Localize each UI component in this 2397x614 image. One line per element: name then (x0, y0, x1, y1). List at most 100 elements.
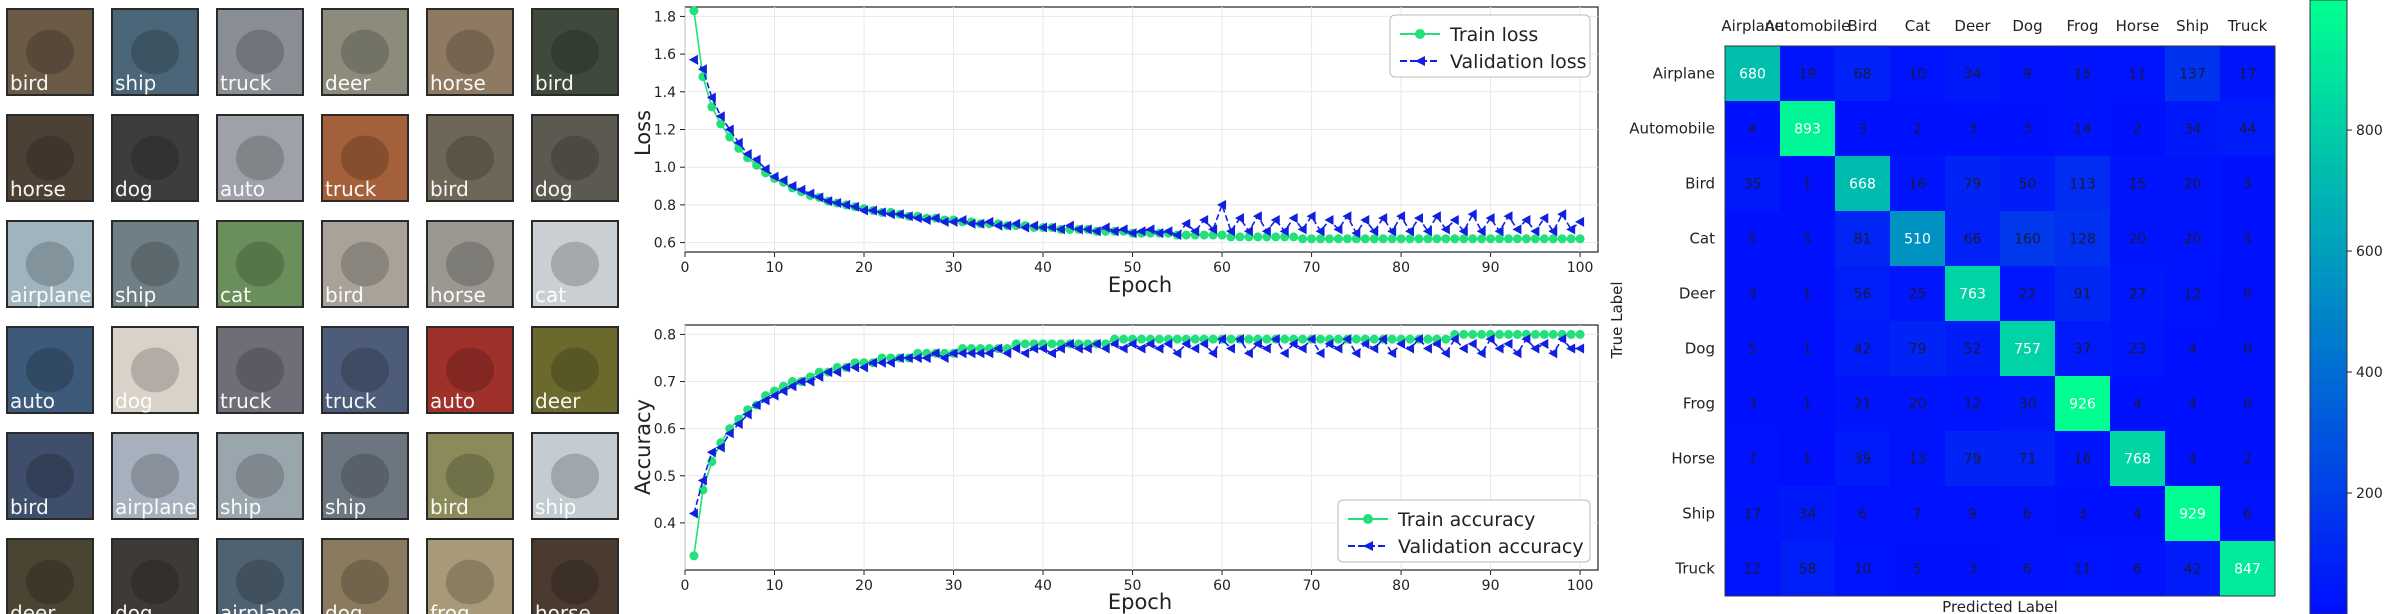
data-point (1091, 338, 1101, 349)
y-category-label: Automobile (1629, 120, 1715, 138)
colorbar-segment (2310, 30, 2347, 42)
data-point (1082, 343, 1092, 354)
cell-value: 17 (2239, 67, 2257, 83)
sample-label: dog (535, 177, 573, 201)
data-point (1333, 224, 1343, 235)
heatmap-cell (1835, 46, 1890, 101)
data-point (1566, 234, 1576, 244)
cell-value: 4 (2133, 507, 2142, 523)
sample-tile: airplane (111, 432, 199, 520)
cell-value: 5 (1748, 232, 1757, 248)
colorbar-segment (2310, 102, 2347, 114)
sample-image (216, 114, 304, 202)
x-category-label: Frog (2066, 17, 2098, 35)
data-point (957, 348, 967, 359)
colorbar-segment (2310, 214, 2347, 227)
sample-image (111, 8, 199, 96)
legend-marker (1415, 29, 1425, 39)
sample-tile: dog (531, 114, 619, 202)
x-tick-label: 60 (1213, 578, 1231, 594)
cell-value: 5 (2243, 232, 2252, 248)
sample-object (340, 135, 390, 181)
data-point (1387, 348, 1397, 359)
data-point (823, 367, 833, 378)
heatmap-cell (1780, 211, 1835, 266)
colorbar-segment (2310, 511, 2347, 523)
sample-label: bird (430, 177, 469, 201)
data-point (1234, 213, 1244, 224)
sample-tile: bird (531, 8, 619, 96)
data-point (1539, 329, 1549, 339)
sample-image (531, 326, 619, 414)
data-point (1243, 226, 1253, 237)
sample-object (550, 29, 600, 75)
sample-label: bird (10, 71, 49, 95)
cell-value: 19 (1799, 67, 1817, 83)
data-point (1351, 334, 1361, 344)
cell-value: 510 (1904, 232, 1931, 248)
colorbar-segment (2310, 337, 2347, 349)
data-point (1199, 214, 1209, 225)
data-point (1548, 234, 1558, 244)
x-category-label: Dog (2012, 17, 2042, 35)
data-point (1262, 334, 1272, 344)
y-category-label: Bird (1685, 175, 1715, 193)
data-point (1557, 209, 1567, 220)
data-point (1413, 213, 1423, 224)
y-tick-label: 1.2 (654, 123, 676, 139)
sample-label: auto (10, 389, 55, 413)
sample-tile: cat (531, 220, 619, 308)
cell-value: 34 (1799, 507, 1817, 523)
data-point (1476, 226, 1486, 237)
cell-value: 34 (1964, 67, 1982, 83)
sample-object (235, 347, 285, 393)
data-point (787, 381, 797, 392)
data-point (1566, 343, 1576, 354)
data-point (957, 214, 967, 225)
data-point (1405, 226, 1415, 237)
data-point (1118, 224, 1128, 235)
y-tick-label: 0.4 (654, 516, 676, 532)
sample-label: bird (10, 495, 49, 519)
data-point (1458, 343, 1468, 354)
sample-object (235, 135, 285, 181)
data-point (1405, 334, 1415, 344)
colorbar-segment (2310, 470, 2347, 482)
data-point (707, 102, 717, 112)
sample-label: dog (115, 601, 153, 614)
cm-ylabel: True Label (1608, 281, 1626, 359)
sample-label: horse (535, 601, 591, 614)
data-point (1226, 334, 1236, 344)
data-point (715, 442, 725, 453)
data-point (1468, 329, 1478, 339)
heatmap-cell (2055, 101, 2110, 156)
cell-value: 1 (1803, 397, 1812, 413)
data-point (903, 211, 913, 222)
y-tick-label: 1.8 (654, 9, 676, 25)
y-tick-label: 0.6 (654, 236, 676, 252)
sample-image (216, 220, 304, 308)
colorbar-segment (2310, 399, 2347, 411)
data-point (706, 447, 716, 458)
sample-tile: deer (6, 538, 94, 614)
x-tick-label: 100 (1567, 578, 1594, 594)
heatmap-cell (2220, 211, 2275, 266)
heatmap-cell (2165, 376, 2220, 431)
data-point (1127, 338, 1137, 349)
data-point (1495, 329, 1505, 339)
cell-value: 42 (2184, 562, 2202, 578)
heatmap-cell (1780, 266, 1835, 321)
data-point (1226, 226, 1236, 237)
loss-ylabel: Loss (631, 110, 655, 156)
y-tick-label: 0.8 (654, 198, 676, 214)
colorbar-segment (2310, 40, 2347, 53)
sample-tile: horse (6, 114, 94, 202)
x-category-label: Horse (2116, 17, 2160, 35)
sample-object (550, 241, 600, 287)
colorbar-segment (2310, 266, 2347, 278)
data-point (1413, 334, 1423, 345)
sample-image (111, 326, 199, 414)
data-point (1243, 348, 1253, 359)
data-point (1047, 339, 1057, 349)
